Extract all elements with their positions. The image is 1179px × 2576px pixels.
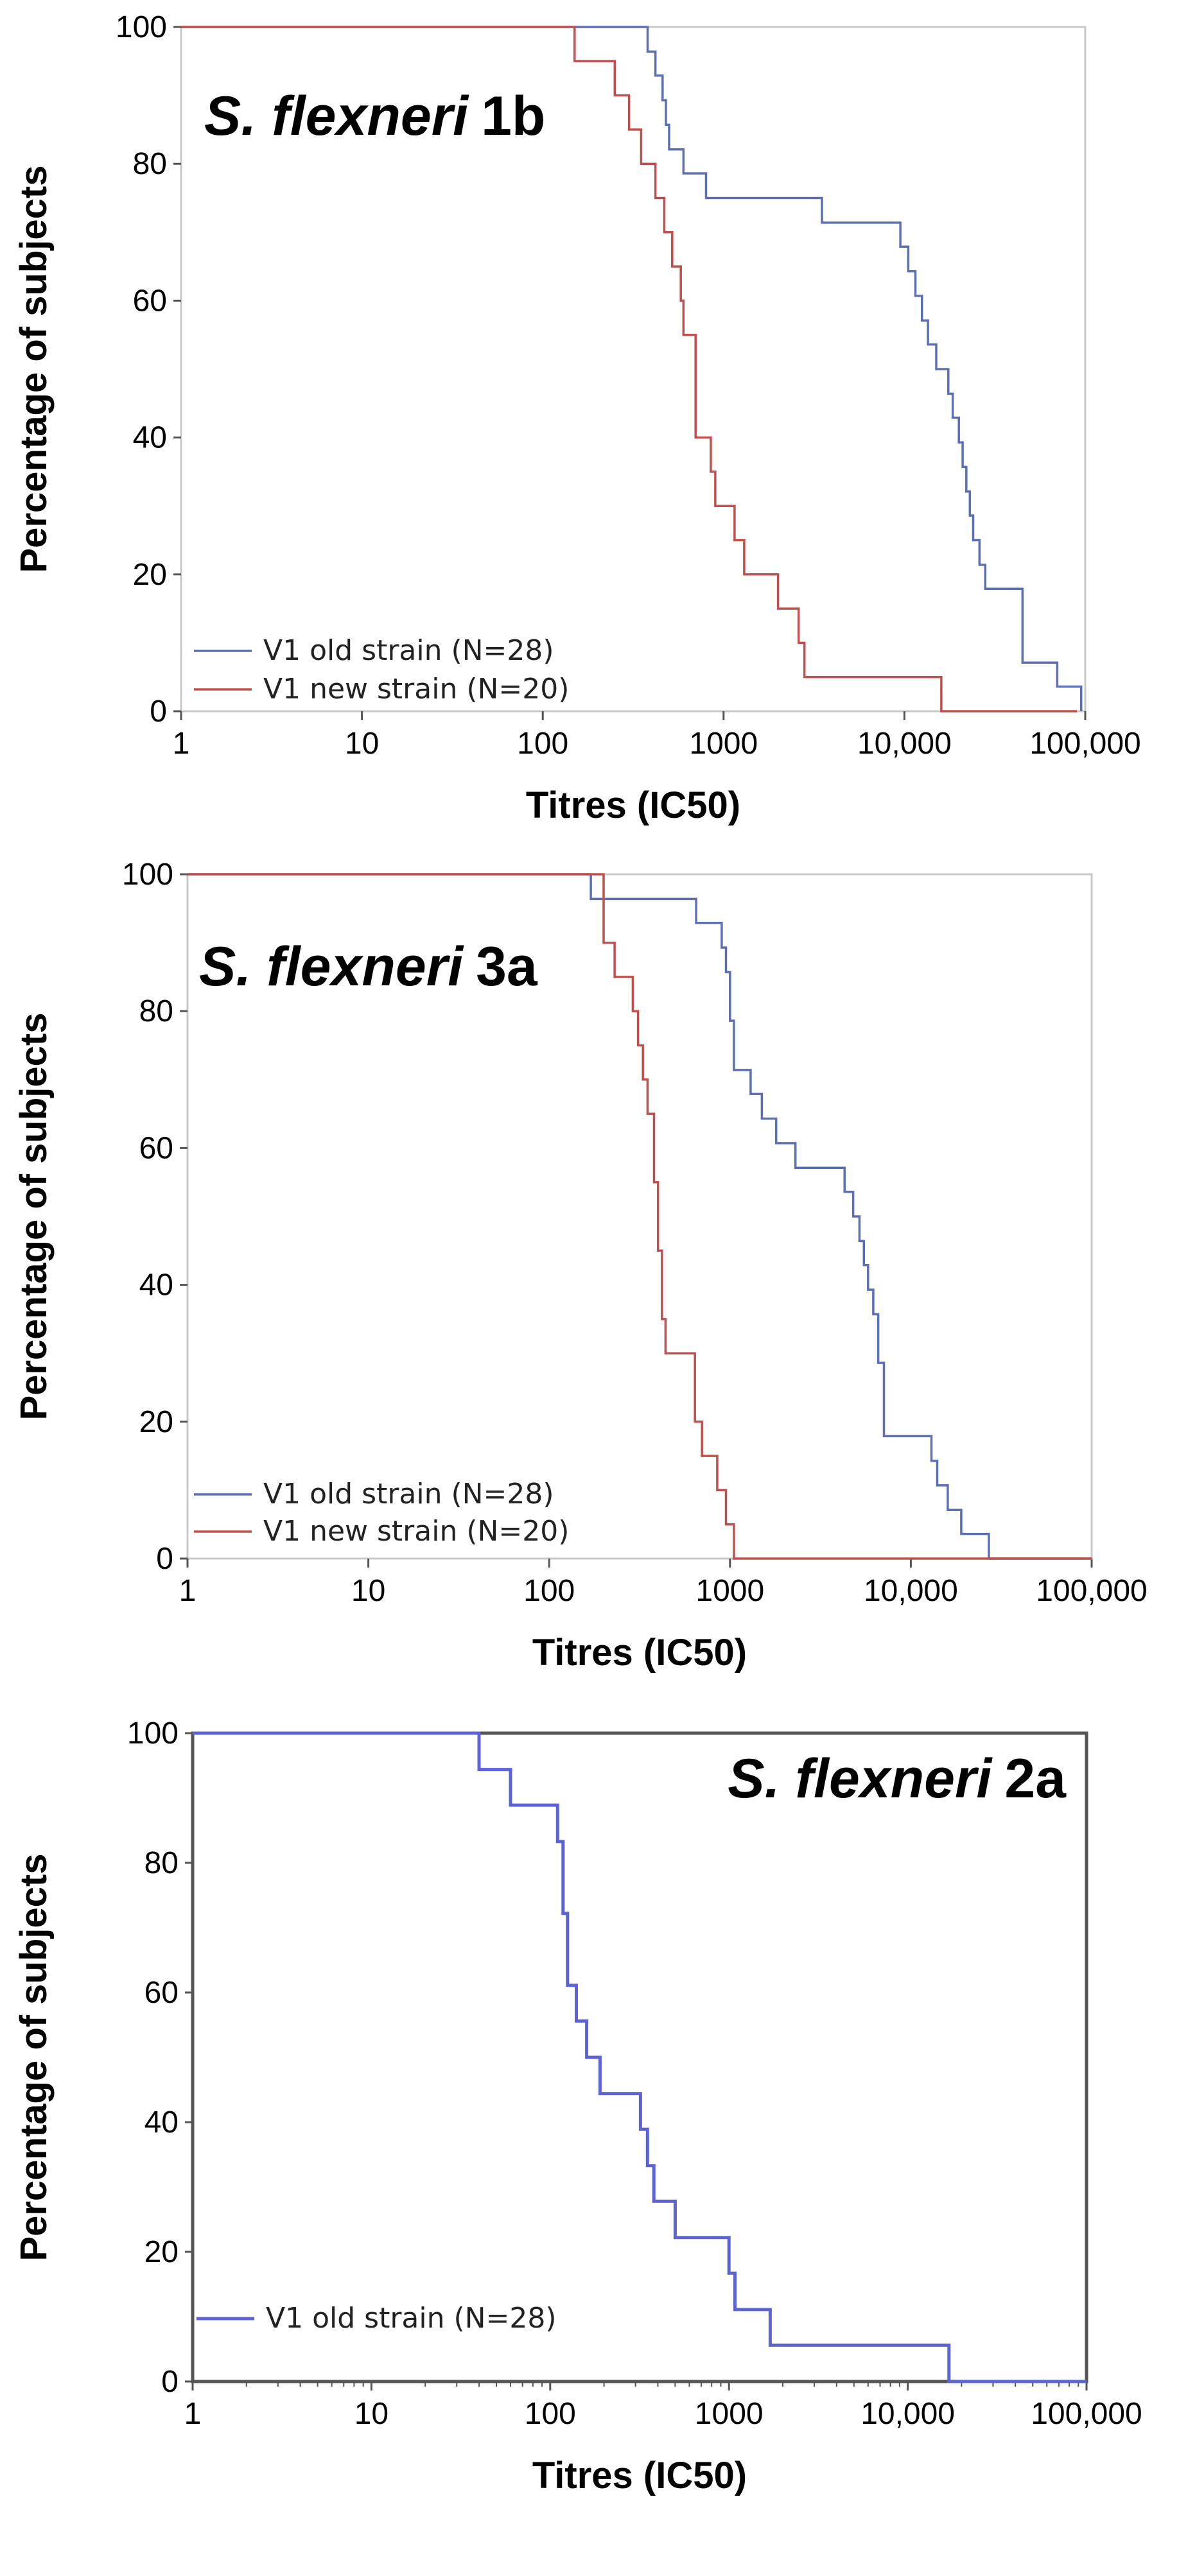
chart-title-serotype: 1b xyxy=(481,85,545,147)
chart-title-species: S. flexneri xyxy=(199,936,464,998)
x-tick-label: 100 xyxy=(517,727,568,761)
x-tick-label: 1 xyxy=(173,727,190,761)
chart-s-flexneri-2a: 1 10 100 1000 10,000 100,000 0 20 40 60 80 100 Titre… xyxy=(13,1716,1142,2496)
x-tick-label: 1000 xyxy=(695,1574,764,1608)
plot-frame xyxy=(186,873,1093,1560)
y-tick-label: 40 xyxy=(139,1268,173,1302)
y-tick-label: 100 xyxy=(127,1716,179,1750)
y-tick-label: 80 xyxy=(139,994,173,1028)
x-tick-label: 100,000 xyxy=(1029,727,1141,761)
y-tick-label: 60 xyxy=(144,1976,179,2010)
series-line-old-strain xyxy=(181,26,1083,711)
chart-title-serotype: 2a xyxy=(1004,1748,1067,1810)
y-tick-label: 60 xyxy=(133,284,167,318)
series-line-new-strain xyxy=(181,26,1078,713)
legend-label: V1 old strain (N=28) xyxy=(263,1478,554,1510)
plot-frame xyxy=(191,1731,1088,2383)
chart-title: S. flexneri 3a xyxy=(199,936,538,998)
legend-label: V1 new strain (N=20) xyxy=(263,1515,569,1548)
y-tick-label: 80 xyxy=(144,1846,179,1880)
y-tick-label: 100 xyxy=(122,858,173,892)
x-tick-label: 10,000 xyxy=(860,2397,955,2431)
chart-title: S. flexneri 1b xyxy=(204,85,545,147)
y-tick-label: 40 xyxy=(144,2105,179,2139)
y-tick-label: 0 xyxy=(150,695,167,729)
chart-title-species: S. flexneri xyxy=(728,1748,993,1810)
legend-label: V1 old strain (N=28) xyxy=(263,634,554,667)
y-axis-title: Percentage of subjects xyxy=(13,166,55,573)
x-axis-title: Titres (IC50) xyxy=(532,2455,747,2496)
x-tick-label: 10 xyxy=(351,1574,385,1608)
legend-label: V1 old strain (N=28) xyxy=(266,2302,557,2335)
chart-s-flexneri-1b: 1 10 100 1000 10,000 100,000 0 20 40 60 80 100 Titre… xyxy=(13,10,1141,826)
x-tick-label: 10 xyxy=(345,727,379,761)
x-tick-label: 1 xyxy=(184,2397,202,2431)
chart-title-serotype: 3a xyxy=(476,936,538,998)
y-tick-label: 20 xyxy=(144,2235,179,2269)
x-tick-label: 100,000 xyxy=(1036,1574,1148,1608)
series-line-old-strain xyxy=(193,1731,1087,2383)
chart-s-flexneri-3a: 1 10 100 1000 10,000 100,000 0 20 40 60 80 100 Titre… xyxy=(13,858,1148,1673)
y-tick-label: 40 xyxy=(133,421,167,455)
y-tick-label: 0 xyxy=(156,1542,173,1576)
x-tick-label: 1000 xyxy=(695,2397,764,2431)
x-axis-title: Titres (IC50) xyxy=(526,784,740,826)
x-tick-label: 10,000 xyxy=(857,727,952,761)
y-tick-label: 20 xyxy=(133,558,167,592)
x-tick-label: 10,000 xyxy=(864,1574,958,1608)
x-tick-label: 1 xyxy=(179,1574,197,1608)
y-axis-title: Percentage of subjects xyxy=(13,1013,55,1421)
series-line-old-strain xyxy=(188,873,1092,1560)
y-tick-label: 80 xyxy=(133,147,167,181)
chart-title: S. flexneri 2a xyxy=(728,1748,1067,1810)
y-tick-label: 60 xyxy=(139,1131,173,1165)
y-axis-title: Percentage of subjects xyxy=(13,1854,55,2261)
y-tick-label: 0 xyxy=(161,2365,179,2399)
chart-title-species: S. flexneri xyxy=(204,85,469,147)
y-tick-label: 20 xyxy=(139,1405,173,1439)
x-tick-label: 100 xyxy=(525,2397,576,2431)
series-line-new-strain xyxy=(188,873,1092,1560)
x-tick-label: 10 xyxy=(354,2397,389,2431)
x-tick-label: 1000 xyxy=(689,727,758,761)
x-tick-label: 100 xyxy=(523,1574,575,1608)
legend-label: V1 new strain (N=20) xyxy=(263,673,569,705)
x-axis-title: Titres (IC50) xyxy=(532,1632,747,1673)
y-tick-label: 100 xyxy=(116,10,167,44)
x-tick-label: 100,000 xyxy=(1031,2397,1142,2431)
